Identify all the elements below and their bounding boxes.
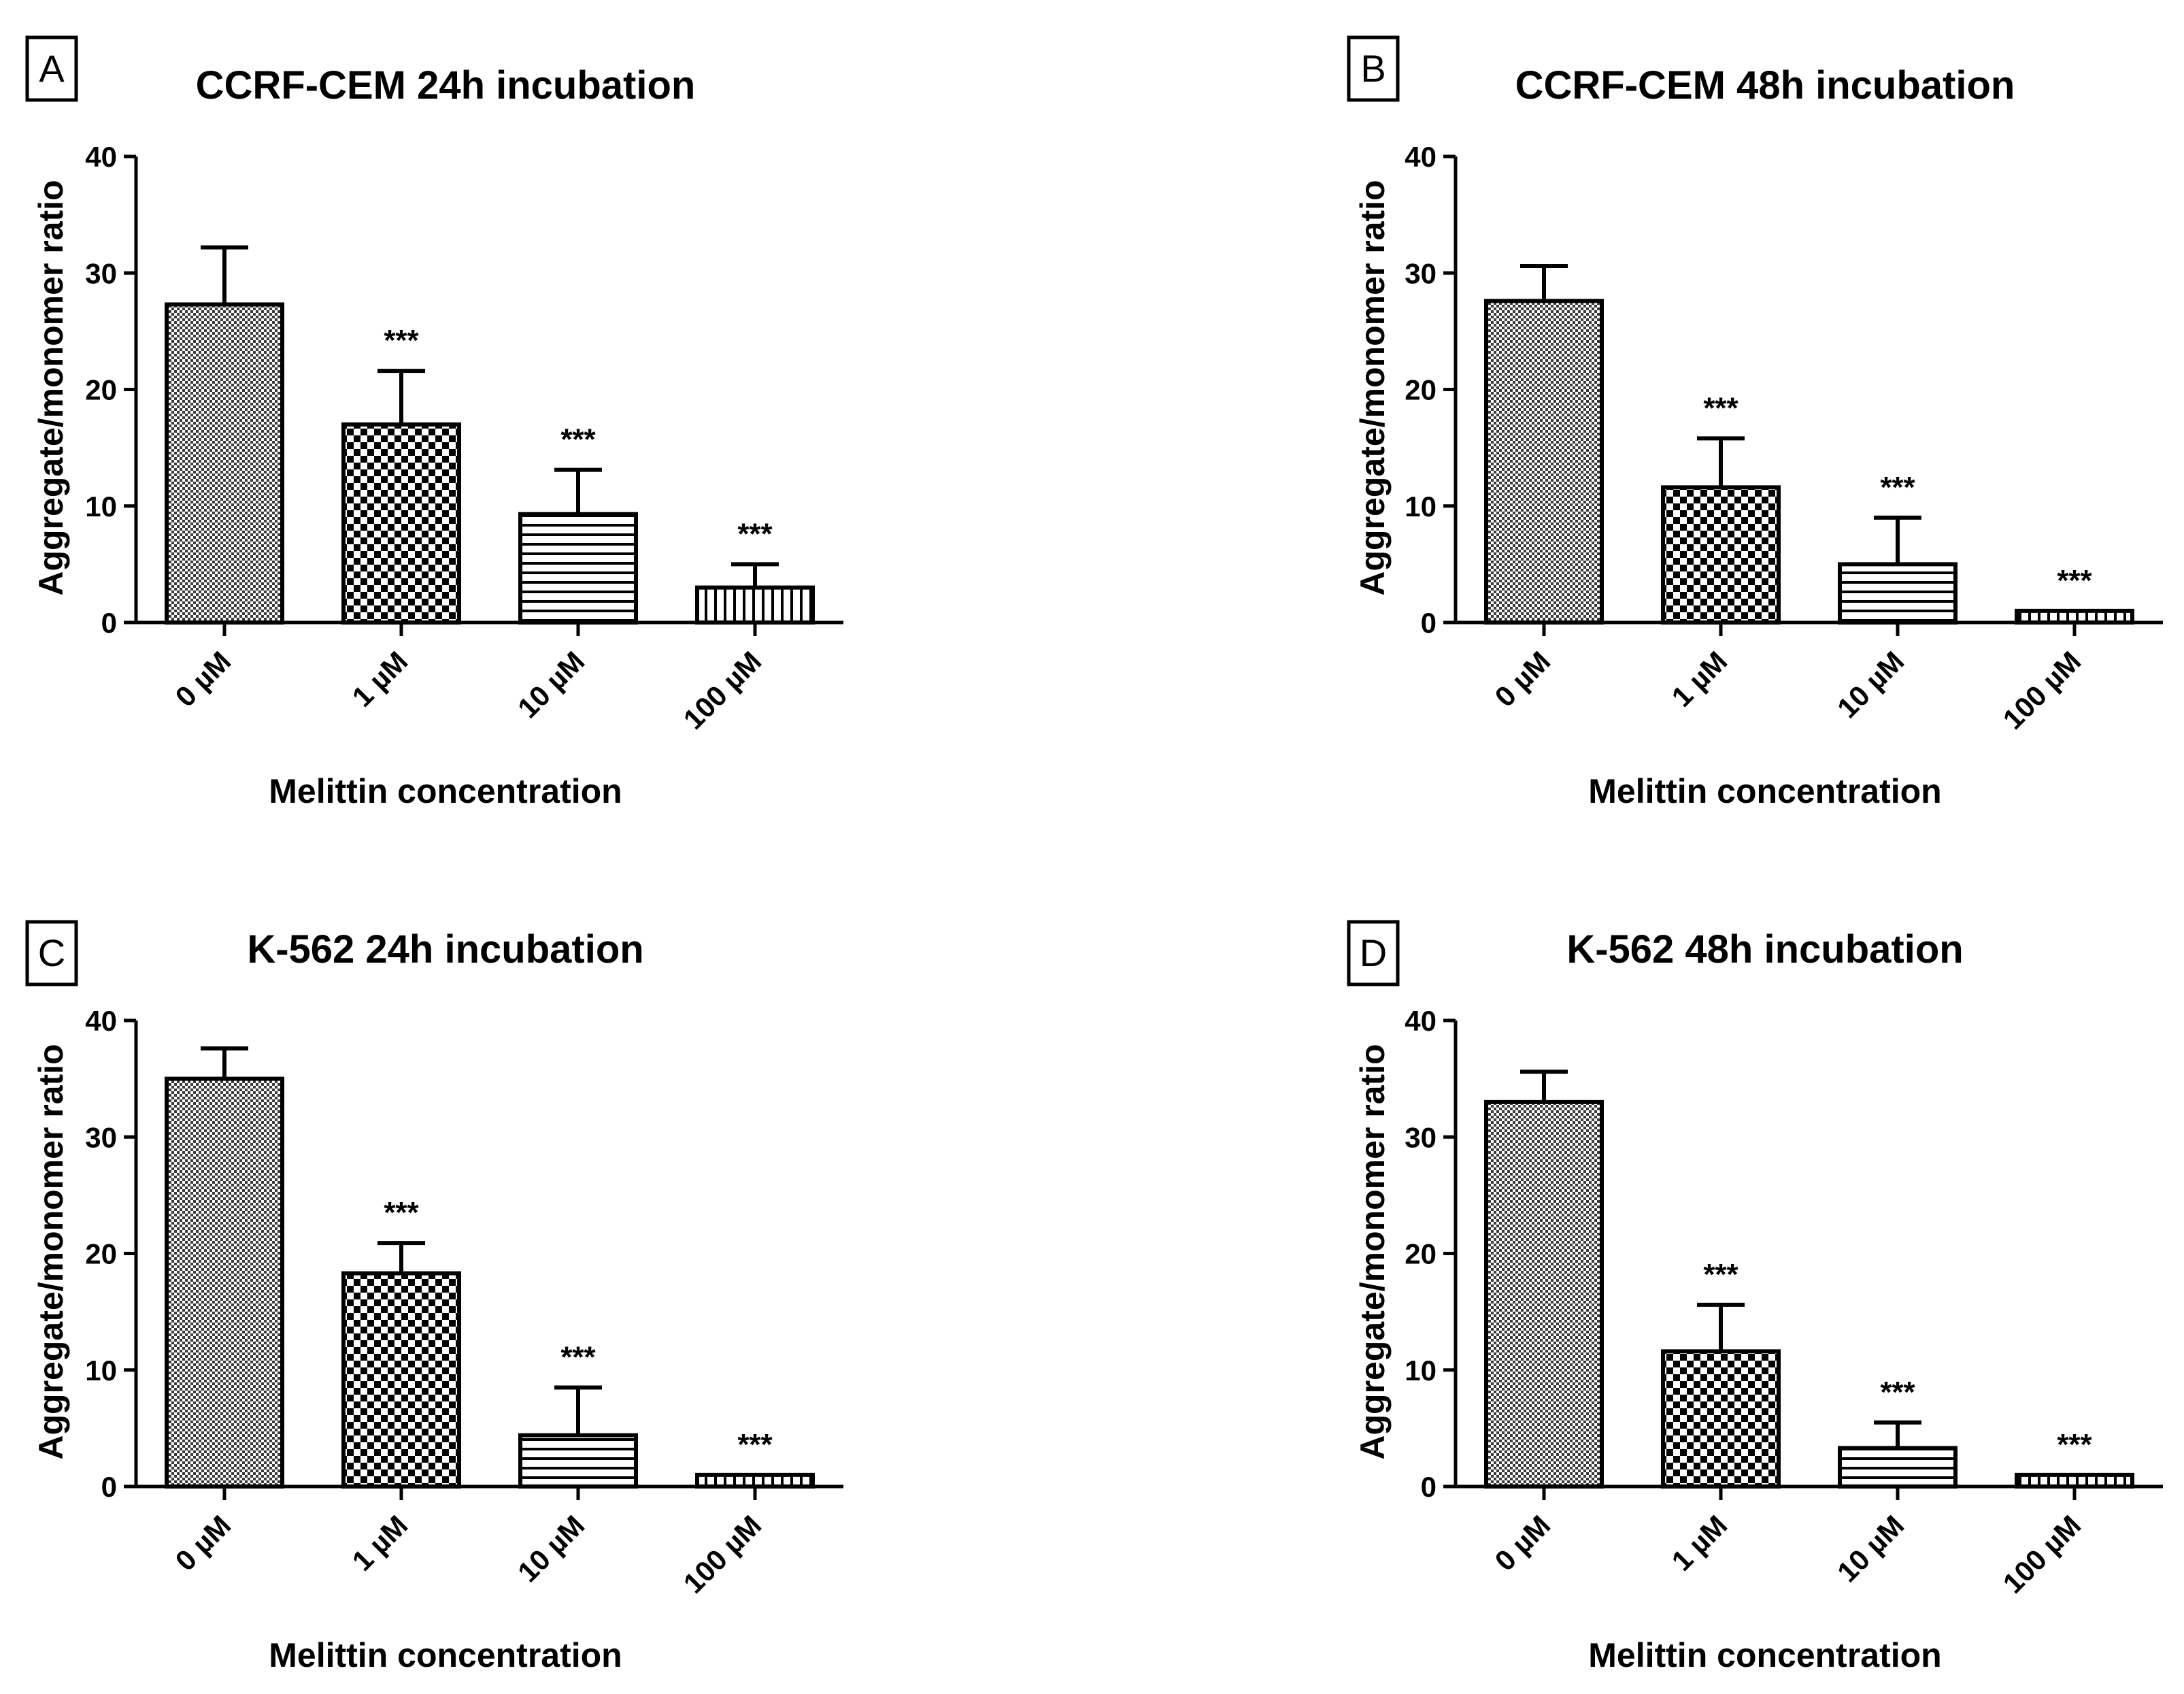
significance-label: *** <box>1880 1376 1915 1409</box>
x-axis-title: Melittin concentration <box>269 772 622 810</box>
y-tick-label: 40 <box>1405 1005 1437 1037</box>
significance-label: *** <box>384 1196 419 1229</box>
panel-a: A CCRF-CEM 24h incubation Aggregate/mono… <box>25 35 843 810</box>
significance-label: *** <box>560 423 596 456</box>
bar <box>695 585 815 625</box>
bar <box>518 512 638 625</box>
y-axis-title: Aggregate/monomer ratio <box>1354 180 1392 595</box>
y-tick-label: 10 <box>1405 491 1437 522</box>
y-tick-label: 10 <box>85 1355 117 1386</box>
x-axis-title: Melittin concentration <box>1588 1636 1941 1674</box>
x-tick-label: 0 µM <box>169 645 237 713</box>
y-tick-label: 20 <box>1405 1238 1437 1270</box>
panel-label: B <box>1360 47 1385 90</box>
y-axis-title: Aggregate/monomer ratio <box>32 1044 70 1459</box>
y-tick-label: 40 <box>1405 141 1437 173</box>
bar <box>518 1433 638 1489</box>
y-tick-label: 20 <box>1405 374 1437 406</box>
x-tick-label: 1 µM <box>346 645 414 713</box>
x-tick-label: 1 µM <box>1666 645 1734 713</box>
chart-title: CCRF-CEM 48h incubation <box>1515 63 2015 107</box>
y-tick-label: 20 <box>85 374 117 406</box>
x-tick-label: 0 µM <box>1489 1509 1557 1577</box>
y-tick-label: 30 <box>1405 257 1437 289</box>
bar <box>2015 608 2134 625</box>
bar <box>165 302 284 625</box>
bar <box>341 1271 461 1489</box>
bar <box>1838 562 1958 625</box>
x-tick-label: 0 µM <box>1489 645 1557 713</box>
plot-area: 0 10 20 30 40 0 µM 1 µM *** 10 µM *** 100 µM *** <box>1405 1005 2163 1599</box>
y-tick-label: 10 <box>85 491 117 522</box>
x-tick-label: 10 µM <box>511 645 590 724</box>
y-tick-label: 20 <box>85 1238 117 1270</box>
significance-label: *** <box>1880 471 1915 504</box>
panel-label: C <box>38 931 65 974</box>
bar <box>165 1076 284 1489</box>
chart-title: CCRF-CEM 24h incubation <box>196 63 696 107</box>
y-tick-label: 10 <box>1405 1355 1437 1386</box>
x-tick-label: 100 µM <box>677 645 767 735</box>
plot-area: 0 10 20 30 40 0 µM 1 µM *** 10 µM *** 100 µM *** <box>1405 141 2163 735</box>
plot-area: 0 10 20 30 40 0 µM 1 µM *** 10 µM *** 100 µM *** <box>85 141 843 735</box>
y-tick-label: 0 <box>101 1471 117 1503</box>
x-axis-title: Melittin concentration <box>1588 772 1941 810</box>
significance-label: *** <box>737 517 773 550</box>
x-tick-label: 100 µM <box>1996 1509 2087 1599</box>
y-tick-label: 30 <box>1405 1121 1437 1153</box>
y-tick-label: 30 <box>85 257 117 289</box>
plot-area: 0 10 20 30 40 0 µM 1 µM *** 10 µM *** 100 µM *** <box>85 1005 843 1599</box>
x-tick-label: 10 µM <box>511 1509 590 1588</box>
bar <box>1484 1099 1604 1489</box>
significance-label: *** <box>1703 391 1738 425</box>
panel-d: D K-562 48h incubation Aggregate/monomer… <box>1347 920 2163 1674</box>
significance-label: *** <box>737 1428 773 1461</box>
significance-label: *** <box>560 1340 596 1374</box>
x-tick-label: 1 µM <box>1666 1509 1734 1577</box>
panel-label-box <box>1347 35 1400 102</box>
x-tick-label: 1 µM <box>346 1509 414 1577</box>
significance-label: *** <box>1703 1258 1738 1291</box>
bar <box>695 1472 815 1489</box>
significance-label: *** <box>2057 1428 2092 1461</box>
y-axis-title: Aggregate/monomer ratio <box>1354 1044 1392 1459</box>
bar <box>2015 1472 2134 1489</box>
panel-label: A <box>39 47 65 90</box>
significance-label: *** <box>384 324 419 357</box>
bar <box>1661 485 1781 625</box>
chart-title: K-562 48h incubation <box>1566 927 1963 971</box>
x-axis-title: Melittin concentration <box>269 1636 622 1674</box>
significance-label: *** <box>2057 564 2092 597</box>
y-tick-label: 0 <box>101 607 117 639</box>
x-tick-label: 10 µM <box>1831 1509 1910 1588</box>
y-tick-label: 0 <box>1421 1471 1437 1503</box>
y-tick-label: 40 <box>85 1005 117 1037</box>
bar <box>341 422 461 625</box>
panel-label-box <box>1347 920 1400 986</box>
y-tick-label: 40 <box>85 141 117 173</box>
bar <box>1838 1446 1958 1489</box>
panel-label-box <box>25 920 78 986</box>
bar <box>1484 299 1604 625</box>
bar <box>1661 1349 1781 1489</box>
panel-label: D <box>1360 931 1387 974</box>
y-axis-title: Aggregate/monomer ratio <box>32 180 70 595</box>
x-tick-label: 10 µM <box>1831 645 1910 724</box>
y-tick-label: 0 <box>1421 607 1437 639</box>
x-tick-label: 100 µM <box>1996 645 2087 735</box>
panel-c: C K-562 24h incubation Aggregate/monomer… <box>25 920 843 1674</box>
chart-title: K-562 24h incubation <box>247 927 643 971</box>
x-tick-label: 0 µM <box>169 1509 237 1577</box>
x-tick-label: 100 µM <box>677 1509 767 1599</box>
y-tick-label: 30 <box>85 1121 117 1153</box>
panel-label-box <box>25 35 78 102</box>
panel-b: B CCRF-CEM 48h incubation Aggregate/mono… <box>1347 35 2163 810</box>
